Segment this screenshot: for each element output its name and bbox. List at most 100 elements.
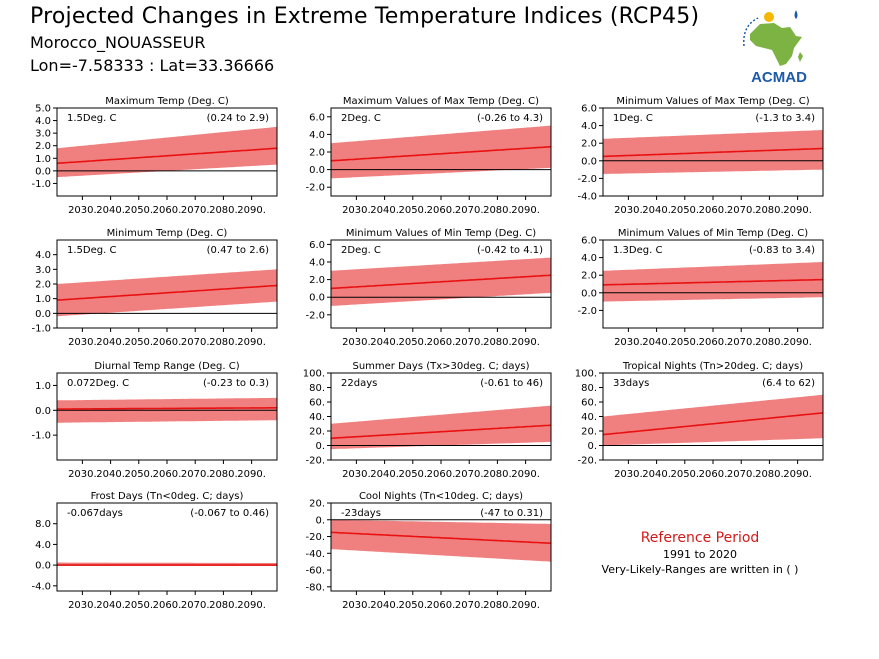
y-tick-label: 2.0 [309,275,325,286]
y-tick-label: 0. [315,515,325,526]
reference-title: Reference Period [640,530,760,546]
x-tick-label: 2040. [642,205,671,216]
x-tick-label: 2030. [342,469,371,480]
likely-range-band [331,405,551,450]
y-tick-label: -20. [305,456,325,467]
panel-title: Tropical Nights (Tn>20deg. C; days) [622,361,803,372]
panel-summary-value: 1Deg. C [613,113,653,124]
y-tick-label: 4.0 [581,121,597,132]
chart-panel: 20. 0. -20. -40. -60. -80. 2030. 2040. 2050. 2060… [305,491,552,611]
x-tick-label: 2080. [483,469,512,480]
y-tick-label: 3.0 [35,129,51,140]
x-tick-label: 2060. [153,469,182,480]
y-tick-label: 4.0 [581,253,597,264]
panel-summary-value: 0.072Deg. C [67,378,129,389]
x-tick-label: 2040. [370,469,399,480]
panel-summary-value: -0.067days [67,508,123,519]
x-tick-label: 2060. [153,600,182,611]
y-tick-label: -60. [305,566,325,577]
panel-title: Minimum Values of Min Temp (Deg. C) [346,228,536,239]
chart-panel: 6.0 4.0 2.0 0.0 -2.0 2030. 2040. 2050. 2060. 2070… [577,228,824,348]
y-tick-label: 8.0 [35,519,51,530]
y-tick-label: 100. [303,369,325,380]
x-tick-label: 2050. [124,337,153,348]
x-tick-label: 2080. [483,600,512,611]
x-tick-label: 2040. [96,469,125,480]
station-coordinates: Lon=-7.58333 : Lat=33.36666 [30,56,275,75]
x-tick-label: 2050. [398,205,427,216]
x-tick-label: 2050. [398,600,427,611]
x-tick-label: 2080. [755,337,784,348]
panel-title: Maximum Values of Max Temp (Deg. C) [343,96,539,107]
y-tick-label: 20. [309,427,325,438]
x-tick-label: 2080. [209,205,238,216]
figure-title: Projected Changes in Extreme Temperature… [30,4,700,29]
x-tick-label: 2070. [455,337,484,348]
y-tick-label: 2.0 [35,280,51,291]
y-tick-label: 0. [315,441,325,452]
y-tick-label: 2.0 [35,141,51,152]
y-tick-label: -1.0 [31,179,51,190]
x-tick-label: 2050. [398,469,427,480]
panel-likely-range: (-47 to 0.31) [480,508,543,519]
median-line [56,284,278,301]
x-tick-label: 2040. [96,205,125,216]
panel-likely-range: (-0.83 to 3.4) [749,245,815,256]
x-tick-label: 2060. [699,469,728,480]
x-tick-label: 2060. [427,205,456,216]
x-tick-label: 2090. [511,600,540,611]
x-tick-label: 2090. [783,337,812,348]
x-tick-label: 2080. [483,205,512,216]
x-tick-label: 2040. [642,469,671,480]
chart-panel: 5.04.0 3.02.0 1.00.0 -1.0 2030. 2040. 2050. 206… [31,96,278,216]
y-tick-label: -20. [305,532,325,543]
reference-years: 1991 to 2020 [662,548,738,561]
y-tick-label: 40. [309,412,325,423]
y-tick-label: 0.0 [309,165,325,176]
x-tick-label: 2030. [68,205,97,216]
x-tick-label: 2030. [614,205,643,216]
panel-summary-value: 1.5Deg. C [67,113,116,124]
y-tick-label: 5.0 [35,104,51,115]
x-tick-label: 2070. [455,205,484,216]
x-tick-label: 2060. [427,469,456,480]
x-tick-label: 2070. [727,205,756,216]
median-line [330,274,552,290]
y-tick-label: 60. [581,398,597,409]
x-tick-label: 2030. [614,469,643,480]
x-tick-label: 2080. [209,600,238,611]
x-tick-label: 2060. [427,600,456,611]
panel-likely-range: (0.24 to 2.9) [207,113,269,124]
y-tick-label: -40. [305,549,325,560]
panel-summary-value: 1.5Deg. C [67,245,116,256]
x-tick-label: 2060. [153,205,182,216]
acmad-logo: ACMAD [743,10,807,86]
y-tick-label: -20. [577,456,597,467]
y-tick-label: 0.0 [581,288,597,299]
x-tick-label: 2050. [398,337,427,348]
x-tick-label: 2080. [755,205,784,216]
y-tick-label: -2.0 [577,174,597,185]
likely-range-band [57,126,277,178]
y-tick-label: -2.0 [305,310,325,321]
panel-title: Frost Days (Tn<0deg. C; days) [91,491,244,502]
x-tick-label: 2070. [181,337,210,348]
chart-panel: 100. 80. 60. 40. 20. 0. -20. 2030. 2040. 2050. 206… [303,361,552,480]
panel-likely-range: (6.4 to 62) [762,378,815,389]
logo-text: ACMAD [751,69,807,86]
y-tick-label: 0. [587,441,597,452]
chart-panel: 6.0 4.0 2.0 0.0 -2.0 2030. 2040. 2050. 2060. 2070… [305,96,552,216]
median-line [330,531,552,544]
panel-likely-range: (-0.23 to 0.3) [203,378,269,389]
median-line [602,278,824,286]
x-tick-label: 2050. [670,469,699,480]
y-tick-label: 4.0 [309,258,325,269]
panel-summary-value: 33days [613,378,649,389]
y-tick-label: 4.0 [35,250,51,261]
reference-period-note: Reference Period 1991 to 2020 Very-Likel… [590,530,810,576]
y-tick-label: 6.0 [581,236,597,247]
panel-title: Minimum Values of Min Temp (Deg. C) [618,228,808,239]
y-tick-label: 2.0 [581,271,597,282]
